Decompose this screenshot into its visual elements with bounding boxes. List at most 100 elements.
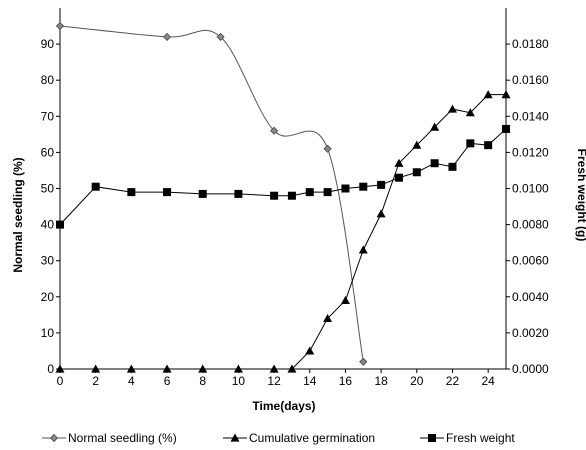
- data-point: [341, 184, 350, 193]
- y-tick-label: 10: [41, 326, 55, 340]
- data-point: [323, 313, 333, 323]
- data-point: [55, 21, 65, 31]
- data-point: [430, 159, 439, 168]
- y-tick-label: 40: [41, 218, 55, 232]
- data-point: [198, 189, 207, 198]
- data-point: [448, 162, 457, 171]
- series-line: [59, 25, 364, 362]
- data-point: [447, 104, 457, 113]
- y-tick-label: 90: [41, 37, 55, 51]
- data-point: [305, 188, 314, 197]
- y-tick-label: 20: [41, 290, 55, 304]
- data-point: [501, 90, 511, 99]
- data-point: [162, 364, 172, 373]
- data-point: [305, 346, 315, 355]
- x-tick-label: 8: [199, 374, 206, 388]
- data-point: [340, 295, 350, 305]
- y2-tick-label: 0.0120: [512, 145, 549, 159]
- y-tick-label: 30: [41, 254, 55, 268]
- data-point: [359, 182, 368, 191]
- y-axis-title: Normal seedling (%): [11, 157, 25, 272]
- y2-tick-label: 0.0020: [512, 326, 549, 340]
- x-tick-label: 20: [410, 374, 424, 388]
- data-point: [323, 188, 332, 197]
- y-tick-label: 80: [41, 73, 55, 87]
- series-2: [56, 124, 510, 229]
- data-point: [234, 189, 243, 198]
- data-point: [270, 126, 279, 135]
- y2-tick-label: 0.0060: [512, 254, 549, 268]
- legend-item: Fresh weight: [420, 431, 515, 445]
- data-point: [163, 188, 172, 197]
- data-point: [55, 364, 65, 373]
- data-point: [465, 108, 475, 117]
- series-0: [55, 21, 368, 366]
- x-tick-label: 12: [267, 374, 281, 388]
- data-point: [358, 245, 368, 254]
- x-tick-label: 4: [128, 374, 135, 388]
- y2-tick-label: 0.0040: [512, 290, 549, 304]
- y2-axis-title: Fresh weight (g): [575, 149, 586, 242]
- y-tick-label: 50: [41, 182, 55, 196]
- legend-label: Normal seedling (%): [68, 431, 177, 445]
- data-point: [377, 180, 386, 189]
- data-point: [394, 173, 403, 182]
- x-tick-label: 6: [164, 374, 171, 388]
- data-point: [270, 191, 279, 200]
- data-point: [269, 364, 279, 373]
- data-point: [162, 32, 172, 41]
- x-tick-label: 16: [339, 374, 353, 388]
- data-point: [412, 168, 421, 177]
- x-tick-label: 18: [374, 374, 388, 388]
- data-point: [483, 90, 493, 99]
- data-point: [127, 188, 136, 197]
- x-tick-label: 2: [92, 374, 99, 388]
- x-tick-label: 22: [446, 374, 460, 388]
- y-tick-label: 0: [47, 362, 54, 376]
- legend-marker: [230, 433, 240, 442]
- data-point: [198, 364, 208, 373]
- legend-label: Fresh weight: [446, 431, 515, 445]
- data-point: [502, 124, 510, 133]
- data-point: [323, 144, 332, 153]
- data-point: [394, 158, 404, 167]
- y2-tick-label: 0.0160: [512, 73, 549, 87]
- y-tick-label: 60: [41, 145, 55, 159]
- data-point: [126, 364, 136, 373]
- data-point: [466, 139, 475, 148]
- data-point: [359, 357, 368, 366]
- y2-tick-label: 0.0100: [512, 182, 549, 196]
- y2-tick-label: 0.0180: [512, 37, 549, 51]
- legend-label: Cumulative germination: [249, 431, 375, 445]
- data-point: [91, 182, 100, 191]
- legend-item: Cumulative germination: [223, 431, 375, 445]
- y-tick-label: 70: [41, 109, 55, 123]
- data-point: [484, 141, 493, 150]
- data-point: [56, 220, 64, 229]
- x-axis-title: Time(days): [252, 399, 315, 413]
- legend: Normal seedling (%) Cumulative germinatio…: [42, 431, 515, 445]
- x-tick-label: 0: [57, 374, 64, 388]
- series-line: [59, 128, 507, 225]
- series-layer: [55, 21, 511, 373]
- legend-marker: [428, 434, 436, 442]
- x-tick-label: 14: [303, 374, 317, 388]
- data-point: [287, 364, 297, 373]
- legend-item: Normal seedling (%): [42, 431, 177, 445]
- y2-tick-label: 0.0080: [512, 218, 549, 232]
- series-1: [55, 90, 511, 373]
- data-point: [412, 140, 422, 149]
- data-point: [91, 364, 101, 373]
- data-point: [430, 122, 440, 131]
- data-point: [287, 191, 296, 200]
- data-point: [233, 364, 243, 373]
- x-tick-label: 24: [481, 374, 495, 388]
- axes: 0 2 4 6 8 10 12 14 16 18 20 22 240102030405060708090…: [41, 8, 549, 388]
- legend-marker: [49, 433, 59, 443]
- data-point: [216, 32, 225, 41]
- y2-tick-label: 0.0000: [512, 362, 549, 376]
- y2-tick-label: 0.0140: [512, 109, 549, 123]
- data-point: [376, 209, 386, 218]
- x-tick-label: 10: [232, 374, 246, 388]
